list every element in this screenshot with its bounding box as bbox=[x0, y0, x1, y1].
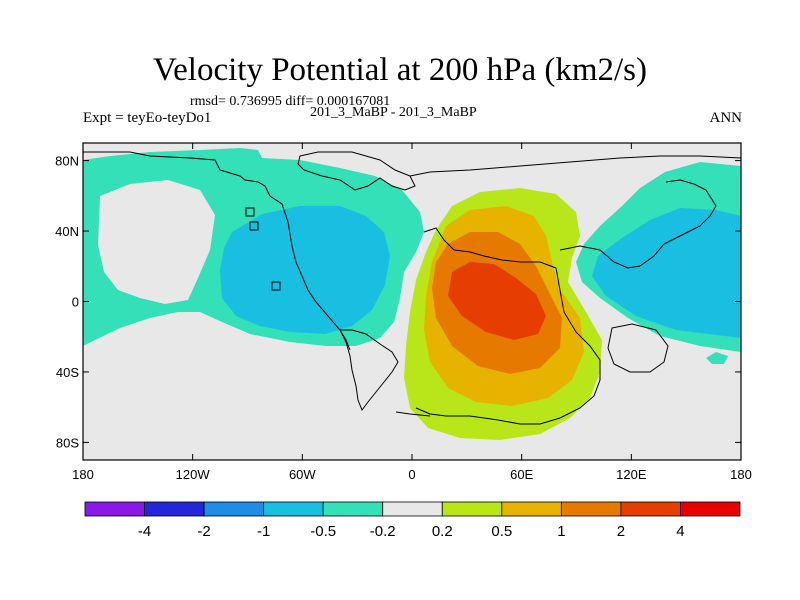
colorbar-label: -0.2 bbox=[370, 523, 396, 540]
colorbar-label: 2 bbox=[617, 523, 625, 540]
colorbar-swatch bbox=[144, 501, 205, 517]
colorbar-label: -1 bbox=[257, 523, 270, 540]
plot-title: Velocity Potential at 200 hPa (km2/s) bbox=[152, 52, 648, 88]
contour-neutral-pocket-west bbox=[98, 180, 215, 304]
lon-tick-label: 120E bbox=[616, 467, 647, 482]
lat-tick-label: 80S bbox=[56, 435, 79, 450]
lon-tick-label: 60W bbox=[289, 467, 316, 482]
colorbar-swatch bbox=[441, 501, 503, 517]
colorbar-swatch bbox=[84, 501, 145, 517]
colorbar-swatch bbox=[501, 501, 562, 517]
coastline-asia-south bbox=[559, 179, 717, 269]
colorbar-swatch bbox=[263, 501, 324, 517]
lon-tick-label: 60E bbox=[510, 467, 533, 482]
lon-tick-label: 180 bbox=[72, 467, 94, 482]
coastline-greenland bbox=[297, 151, 416, 191]
lat-tick-label: 0 bbox=[72, 295, 79, 310]
coastline-antarctica bbox=[395, 411, 431, 417]
longitude-axis: 180 120W 60W 0 60E 120E 180 bbox=[72, 143, 752, 482]
contour-teal-blob bbox=[706, 352, 728, 364]
latitude-axis: 80N 40N 0 40S 80S bbox=[55, 154, 741, 450]
lat-tick-label: 40S bbox=[56, 365, 79, 380]
colorbar-swatch bbox=[560, 501, 622, 517]
rmsd-diff-stats: rmsd= 0.736995 diff= 0.000167081 bbox=[190, 94, 391, 109]
contour-blue-west bbox=[220, 206, 390, 334]
colorbar-label: -4 bbox=[138, 523, 151, 540]
colorbar-swatch bbox=[620, 501, 681, 517]
lon-tick-label: 120W bbox=[176, 467, 211, 482]
coastline-south-america bbox=[339, 329, 399, 412]
coastline-europe-africa bbox=[415, 227, 601, 425]
coastline-australia bbox=[607, 323, 669, 373]
colorbar-swatch bbox=[203, 501, 265, 517]
colorbar-swatch bbox=[680, 501, 741, 517]
contour-blue-east bbox=[592, 208, 741, 338]
colorbar-swatch bbox=[322, 501, 384, 517]
lat-tick-label: 80N bbox=[55, 154, 79, 169]
colorbar-label: 4 bbox=[676, 523, 684, 540]
coastline-eurasia bbox=[409, 155, 741, 177]
lon-tick-label: 0 bbox=[408, 467, 415, 482]
lon-tick-label: 180 bbox=[730, 467, 752, 482]
colorbar-label: -2 bbox=[197, 523, 210, 540]
colorbar: -4 -2 -1 -0.5 -0.2 0.2 0.5 1 2 4 bbox=[84, 501, 741, 540]
colorbar-label: 1 bbox=[557, 523, 565, 540]
coastlines bbox=[83, 151, 741, 425]
colorbar-label: 0.5 bbox=[491, 523, 512, 540]
colorbar-swatch bbox=[382, 501, 443, 517]
coastline-islands bbox=[245, 207, 281, 291]
experiment-label: Expt = teyEo-teyDo1 bbox=[83, 110, 212, 126]
season-label: ANN bbox=[709, 110, 743, 126]
colorbar-label: -0.5 bbox=[310, 523, 336, 540]
contour-red-orange bbox=[448, 262, 546, 340]
contour-fields bbox=[83, 148, 741, 440]
lat-tick-label: 40N bbox=[55, 224, 79, 239]
coastline-north-america bbox=[83, 151, 351, 351]
case-comparison-label: 201_3_MaBP - 201_3_MaBP bbox=[310, 105, 477, 120]
colorbar-label: 0.2 bbox=[432, 523, 453, 540]
